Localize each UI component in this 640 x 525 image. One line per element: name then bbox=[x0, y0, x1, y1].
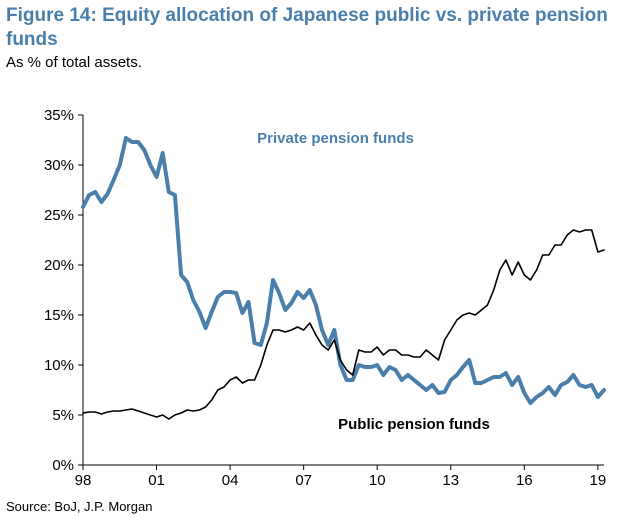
x-axis-ticks: 98 01 04 07 10 13 16 19 bbox=[75, 465, 607, 489]
y-tick-label: 35% bbox=[44, 107, 74, 124]
chart-subtitle: As % of total assets. bbox=[6, 54, 142, 71]
y-tick-label: 0% bbox=[52, 457, 74, 474]
public-pension-label: Public pension funds bbox=[338, 416, 490, 433]
y-axis-ticks: 0% 5% 10% 15% 20% 25% 30% 35% bbox=[44, 107, 83, 474]
series-labels: Private pension funds Public pension fund… bbox=[257, 130, 490, 433]
y-tick-label: 5% bbox=[52, 407, 74, 424]
x-tick-label: 04 bbox=[222, 472, 239, 489]
x-tick-label: 07 bbox=[295, 472, 312, 489]
private-pension-line bbox=[81, 136, 606, 405]
source-note: Source: BoJ, J.P. Morgan bbox=[6, 499, 153, 514]
x-tick-label: 13 bbox=[442, 472, 459, 489]
x-tick-label: 10 bbox=[369, 472, 386, 489]
private-pension-label: Private pension funds bbox=[257, 130, 414, 147]
series-lines bbox=[81, 136, 606, 420]
y-tick-label: 20% bbox=[44, 257, 74, 274]
chart-axes bbox=[82, 115, 604, 466]
public-pension-line bbox=[82, 229, 605, 420]
x-tick-label: 98 bbox=[75, 472, 92, 489]
x-tick-label: 16 bbox=[516, 472, 533, 489]
x-tick-label: 19 bbox=[590, 472, 607, 489]
y-tick-label: 15% bbox=[44, 307, 74, 324]
chart-title: Figure 14: Equity allocation of Japanese… bbox=[6, 5, 608, 50]
y-tick-label: 10% bbox=[44, 357, 74, 374]
y-tick-label: 30% bbox=[44, 157, 74, 174]
x-tick-label: 01 bbox=[148, 472, 165, 489]
y-tick-label: 25% bbox=[44, 207, 74, 224]
